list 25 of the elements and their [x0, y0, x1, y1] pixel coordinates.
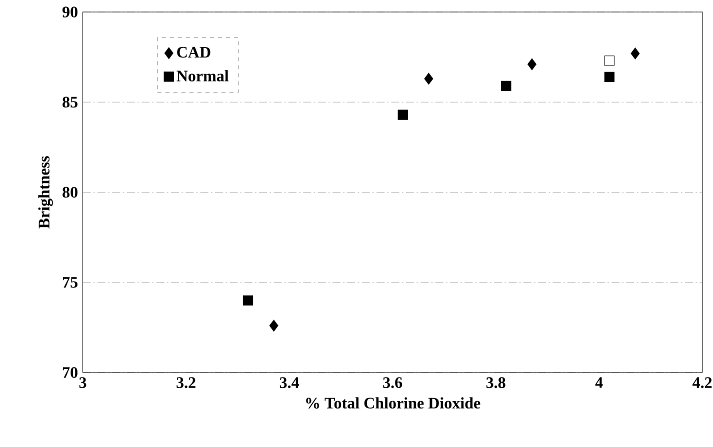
x-tick-label: 3.6	[383, 377, 402, 388]
point	[630, 47, 640, 60]
y-tick-label: 90	[62, 6, 78, 18]
point	[501, 80, 512, 91]
x-tick-label: 3	[79, 377, 86, 388]
point	[604, 55, 614, 66]
point	[424, 72, 434, 84]
y-axis-title: Brightness	[38, 156, 53, 228]
y-tick-label: 80	[62, 186, 78, 198]
point	[398, 110, 408, 120]
x-tick-label: 3.2	[176, 377, 196, 388]
point	[527, 58, 536, 70]
point	[269, 320, 278, 332]
y-tick-label: 70	[62, 366, 78, 378]
y-tick-label: 75	[62, 276, 78, 288]
x-tick-label: 4.2	[692, 377, 712, 388]
point	[242, 295, 254, 306]
x-tick-label: 4	[595, 377, 603, 388]
x-tick-label: 3.8	[486, 377, 506, 388]
legend-label: CAD	[177, 46, 210, 58]
point	[604, 72, 614, 82]
legend-label: Normal	[176, 70, 229, 82]
x-axis-title: % Total Chlorine Dioxide	[306, 397, 480, 408]
x-tick-label: 3.4	[280, 377, 300, 388]
y-tick-label: 85	[62, 96, 78, 108]
